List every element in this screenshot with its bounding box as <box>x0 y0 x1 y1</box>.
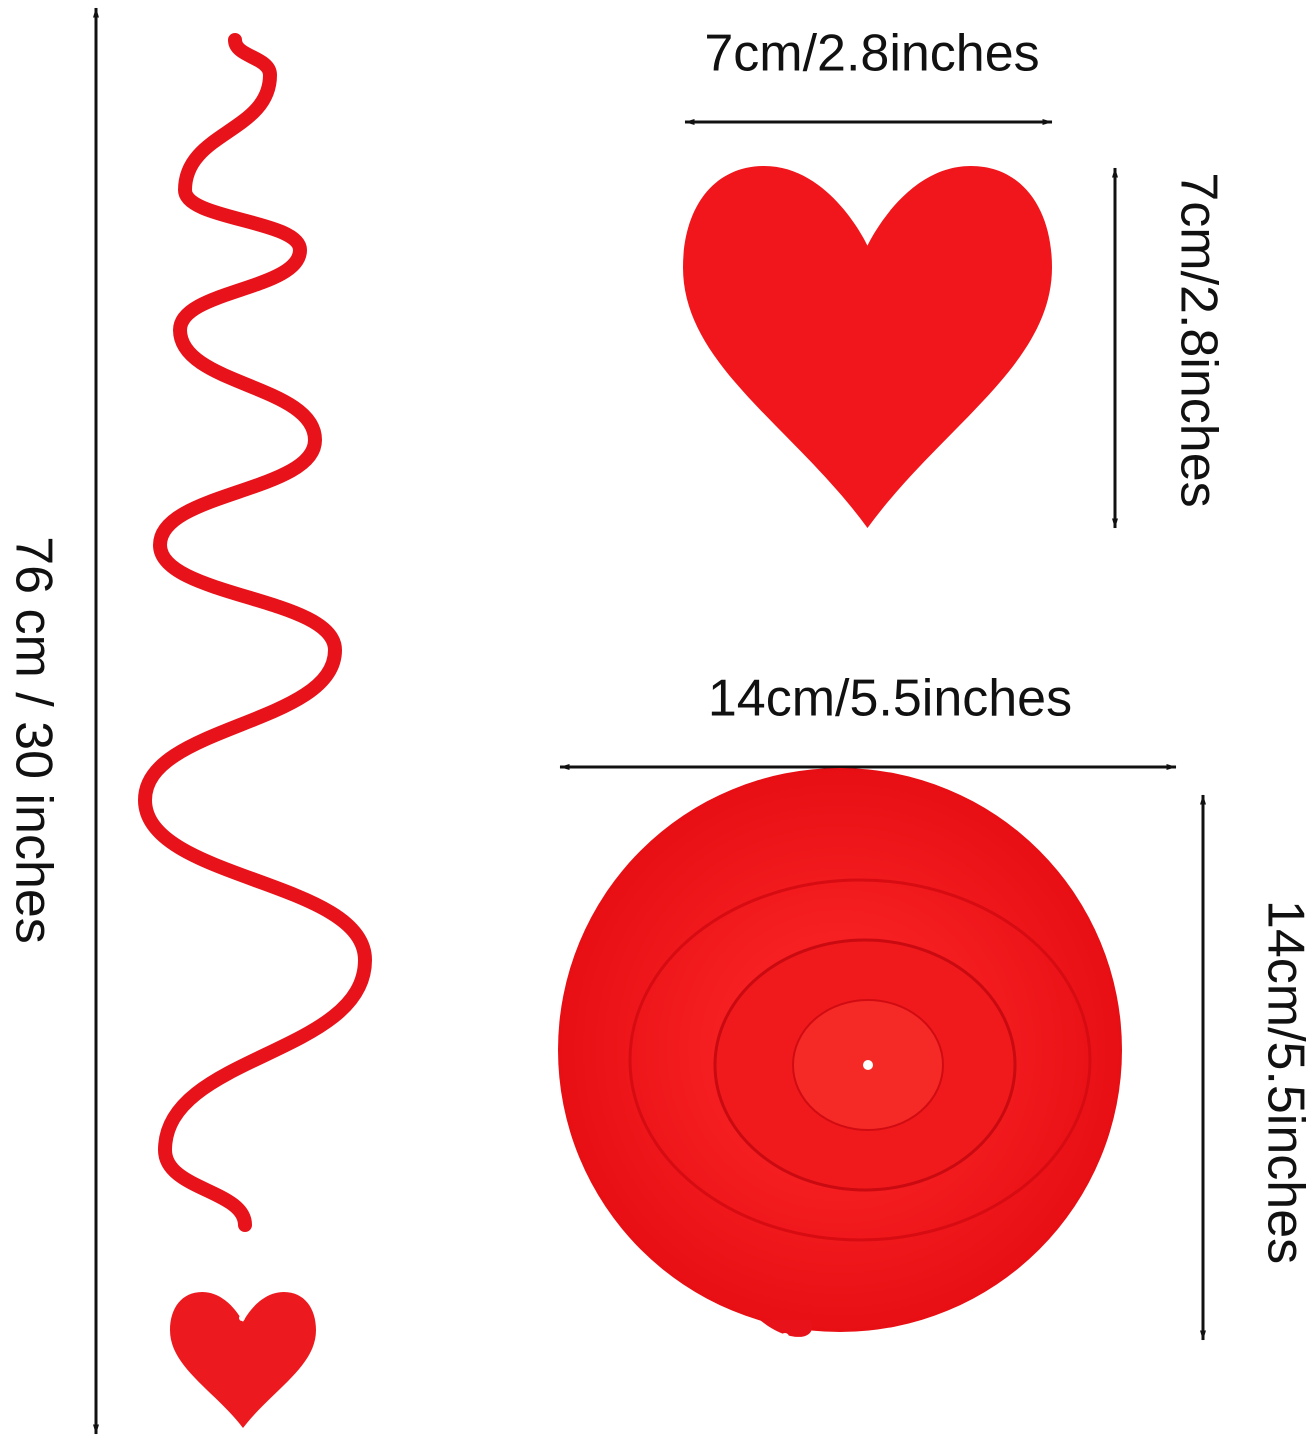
swirl-length-label: 76 cm / 30 inches <box>4 536 62 944</box>
spiral-ring <box>628 878 1092 1242</box>
spiral-width-label: 14cm/5.5inches <box>708 670 1072 728</box>
small-heart <box>170 1292 316 1428</box>
spiral-height-label: 14cm/5.5inches <box>1256 900 1314 1264</box>
spiral-tail <box>760 1320 812 1337</box>
heart-height-label: 7cm/2.8inches <box>1169 172 1227 507</box>
hole <box>861 226 871 236</box>
hole <box>781 1333 789 1341</box>
hole <box>863 1060 873 1070</box>
heart <box>683 166 1052 528</box>
swirl-ribbon <box>137 33 373 1232</box>
hole <box>239 1315 245 1321</box>
heart-width-label: 7cm/2.8inches <box>704 25 1039 83</box>
